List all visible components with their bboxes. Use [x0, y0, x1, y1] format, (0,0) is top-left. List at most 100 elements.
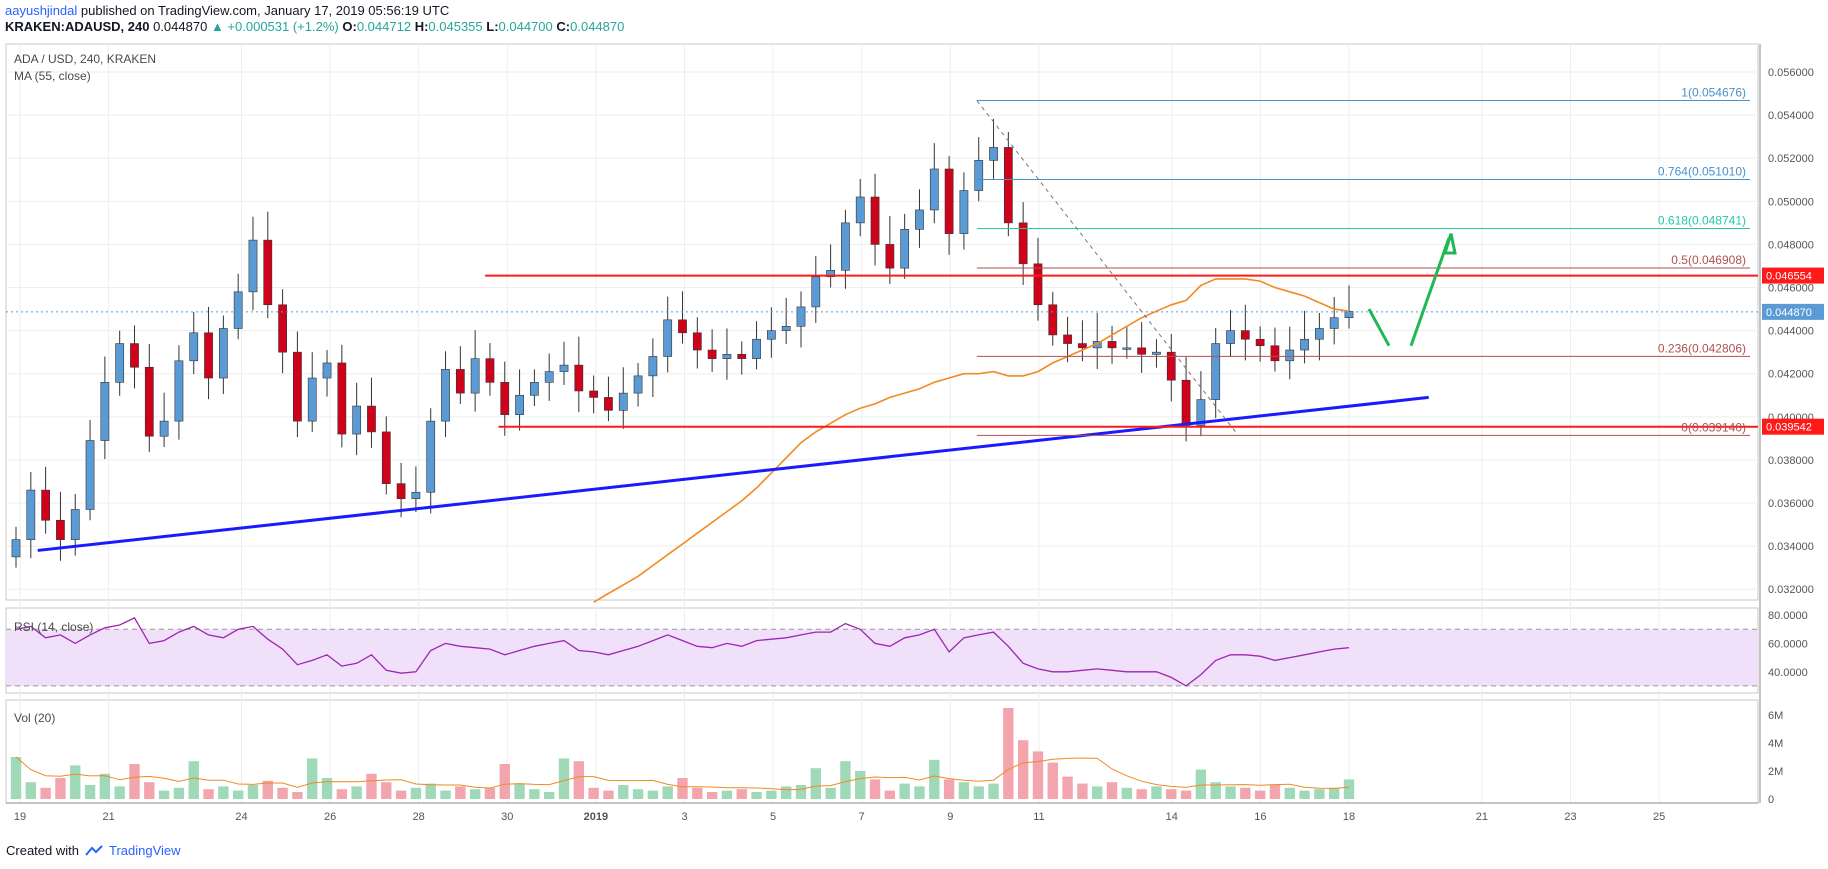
candle-body: [218, 328, 228, 379]
candle-body: [722, 354, 732, 359]
author-name[interactable]: aayushjindal: [5, 3, 78, 18]
x-tick-label: 2019: [584, 811, 608, 823]
volume-bar: [943, 779, 955, 799]
candle-body: [411, 491, 421, 500]
rsi-tick-label: 60.0000: [1768, 638, 1808, 650]
candle-body: [26, 489, 36, 540]
volume-bar: [840, 761, 851, 799]
main-title: ADA / USD, 240, KRAKEN: [14, 52, 157, 66]
y-tick-label: 0.046000: [1768, 283, 1814, 295]
volume-bar: [1106, 782, 1118, 799]
volume-bar: [55, 778, 66, 799]
rsi-legend: RSI (14, close): [14, 620, 94, 634]
y-tick-label: 0.056000: [1768, 67, 1814, 79]
candle-body: [426, 420, 436, 493]
y-tick-label: 0.038000: [1768, 455, 1814, 467]
volume-bar: [810, 768, 821, 799]
volume-bar: [247, 785, 259, 799]
volume-bar: [766, 790, 777, 799]
volume-bar: [218, 786, 229, 799]
x-tick-label: 21: [1476, 811, 1488, 823]
high-label: H:: [414, 19, 429, 34]
volume-bar: [1121, 787, 1133, 799]
x-tick-label: 9: [947, 811, 953, 823]
volume-bar: [1284, 787, 1295, 799]
price-change: ▲ +0.000531 (+1.2%): [210, 19, 339, 34]
volume-bar: [662, 786, 673, 799]
close-value: 0.044870: [570, 19, 625, 34]
support-trendline: [37, 395, 1429, 552]
volume-bar: [588, 787, 599, 799]
fib-level-label: 0.764(0.051010): [1658, 165, 1746, 179]
candle-body: [307, 377, 317, 422]
volume-bar: [232, 790, 244, 799]
price-label-bg: [1762, 267, 1824, 284]
x-tick-label: 21: [102, 811, 114, 823]
candle-body: [633, 375, 643, 394]
candle-body: [974, 160, 984, 191]
x-tick-label: 24: [235, 811, 247, 823]
volume-ma-line: [15, 756, 1350, 791]
price-label: 0.046554: [1766, 271, 1812, 283]
candle-body: [989, 147, 998, 161]
volume-bar: [1047, 762, 1058, 799]
vol-tick-label: 0: [1768, 794, 1774, 806]
candle-body: [959, 190, 969, 234]
volume-bar: [855, 771, 866, 799]
candle-body: [618, 392, 628, 411]
candle-body: [574, 364, 584, 392]
candle-body: [1181, 379, 1191, 426]
candle-body: [85, 440, 95, 510]
candle-body: [1329, 317, 1339, 329]
volume-bar: [884, 790, 896, 799]
volume-bar: [914, 786, 925, 799]
y-tick-label: 0.036000: [1768, 498, 1814, 510]
candle-body: [841, 222, 850, 271]
x-tick-label: 16: [1254, 811, 1266, 823]
volume-bar: [277, 787, 288, 799]
candle-body: [1166, 351, 1176, 381]
x-tick-label: 3: [681, 811, 687, 823]
candle-body: [189, 332, 199, 362]
candle-body: [322, 362, 332, 379]
candle-body: [707, 349, 717, 359]
brand-link[interactable]: TradingView: [108, 843, 181, 858]
volume-bar: [99, 773, 111, 799]
y-tick-label: 0.050000: [1768, 196, 1814, 208]
chart-header: aayushjindal published on TradingView.co…: [5, 3, 1705, 43]
volume-bar: [1151, 786, 1162, 799]
candle-body: [1315, 328, 1324, 340]
candle-body: [204, 332, 213, 379]
fib-level-label: 0(0.039140): [1681, 420, 1746, 434]
volume-bar: [366, 773, 377, 799]
candle-body: [159, 420, 169, 437]
candle-body: [500, 382, 510, 415]
price-label-bg: [1762, 303, 1824, 320]
x-tick-label: 5: [770, 811, 776, 823]
volume-bar: [114, 786, 125, 799]
candle-body: [1285, 349, 1295, 362]
candle-body: [352, 405, 362, 435]
volume-bar: [1195, 769, 1207, 799]
volume-bar: [351, 786, 362, 799]
volume-bar: [632, 789, 644, 799]
projection-up-arrow: [1409, 237, 1451, 347]
candle-body: [766, 330, 776, 340]
fib-level-label: 0.236(0.042806): [1658, 341, 1746, 355]
volume-bar: [618, 785, 629, 799]
volume-bar: [1062, 776, 1073, 799]
candle-body: [678, 319, 687, 334]
candle-body: [248, 239, 258, 293]
created-with-text: Created with: [6, 843, 79, 858]
volume-bar: [1299, 790, 1310, 799]
candle-body: [1196, 399, 1206, 426]
volume-bar: [1077, 783, 1088, 799]
volume-bar: [70, 765, 81, 799]
price-label: 0.044870: [1766, 307, 1812, 319]
volume-bar: [1180, 790, 1192, 799]
candle-body: [455, 369, 465, 394]
candle-body: [1033, 263, 1043, 306]
open-value: 0.044712: [356, 19, 412, 34]
y-tick-label: 0.042000: [1768, 369, 1814, 381]
